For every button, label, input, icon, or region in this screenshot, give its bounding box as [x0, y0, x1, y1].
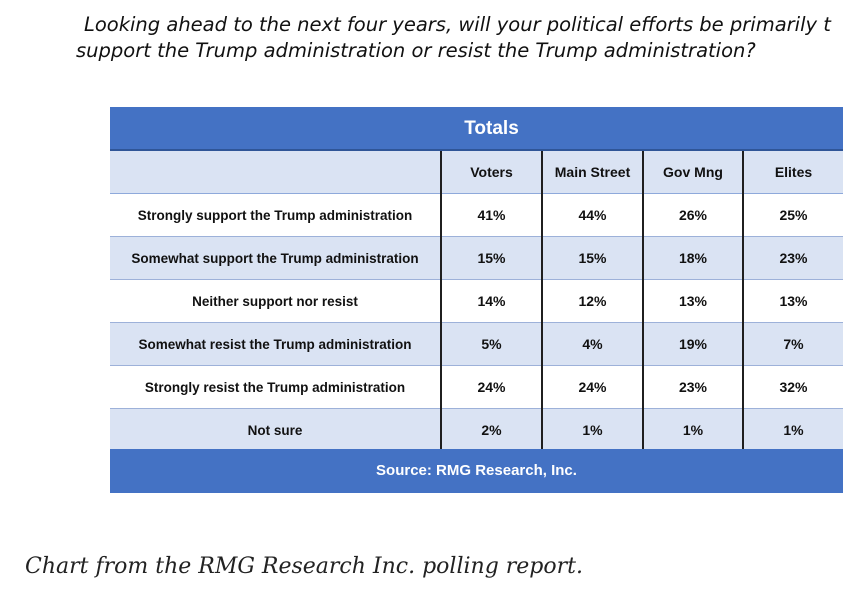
value-cell: 23%	[643, 365, 744, 409]
column-header: Voters	[441, 151, 543, 194]
table-title-band: Totals	[110, 107, 843, 151]
survey-question: Looking ahead to the next four years, wi…	[76, 12, 865, 64]
value-cell: 14%	[441, 279, 543, 323]
value-cell: 1%	[542, 408, 644, 452]
value-cell: 15%	[441, 236, 543, 280]
value-cell: 5%	[441, 322, 543, 366]
value-cell: 41%	[441, 193, 543, 237]
value-cell: 18%	[643, 236, 744, 280]
survey-question-line-1: Looking ahead to the next four years, wi…	[84, 13, 831, 36]
results-grid: Voters Main Street Gov Mng Elites Strongly s…	[110, 151, 843, 452]
value-cell: 24%	[441, 365, 543, 409]
column-header: Gov Mng	[643, 151, 744, 194]
value-cell: 13%	[643, 279, 744, 323]
chart-caption: Chart from the RMG Research Inc. polling…	[25, 554, 583, 579]
value-cell: 12%	[542, 279, 644, 323]
value-cell: 44%	[542, 193, 644, 237]
row-label: Strongly resist the Trump administration	[110, 365, 442, 409]
table-title: Totals	[464, 118, 519, 139]
value-cell: 25%	[743, 193, 843, 237]
table-row: Not sure 2% 1% 1% 1%	[110, 408, 843, 452]
table-row: Strongly support the Trump administratio…	[110, 193, 843, 237]
row-label: Somewhat support the Trump administratio…	[110, 236, 442, 280]
value-cell: 4%	[542, 322, 644, 366]
results-grid-body: Voters Main Street Gov Mng Elites Strongly s…	[110, 151, 843, 452]
value-cell: 24%	[542, 365, 644, 409]
source-note: Source: RMG Research, Inc.	[376, 462, 577, 479]
table-row: Somewhat support the Trump administratio…	[110, 236, 843, 280]
column-header: Elites	[743, 151, 843, 194]
value-cell: 2%	[441, 408, 543, 452]
value-cell: 1%	[743, 408, 843, 452]
value-cell: 32%	[743, 365, 843, 409]
table-row: Neither support nor resist 14% 12% 13% 13%	[110, 279, 843, 323]
survey-question-line-2: support the Trump administration or resi…	[76, 39, 756, 62]
value-cell: 13%	[743, 279, 843, 323]
row-label: Strongly support the Trump administratio…	[110, 193, 442, 237]
row-label: Not sure	[110, 408, 442, 452]
source-band: Source: RMG Research, Inc.	[110, 449, 843, 493]
column-header: Main Street	[542, 151, 644, 194]
table-header-row: Voters Main Street Gov Mng Elites	[110, 151, 843, 194]
value-cell: 1%	[643, 408, 744, 452]
value-cell: 15%	[542, 236, 644, 280]
value-cell: 23%	[743, 236, 843, 280]
header-cell-blank	[110, 151, 442, 194]
poll-results-table: Totals Voters Main Street Gov Mng Elites Str…	[110, 107, 843, 493]
table-row: Strongly resist the Trump administration…	[110, 365, 843, 409]
value-cell: 7%	[743, 322, 843, 366]
row-label: Neither support nor resist	[110, 279, 442, 323]
table-row: Somewhat resist the Trump administration…	[110, 322, 843, 366]
value-cell: 26%	[643, 193, 744, 237]
row-label: Somewhat resist the Trump administration	[110, 322, 442, 366]
value-cell: 19%	[643, 322, 744, 366]
